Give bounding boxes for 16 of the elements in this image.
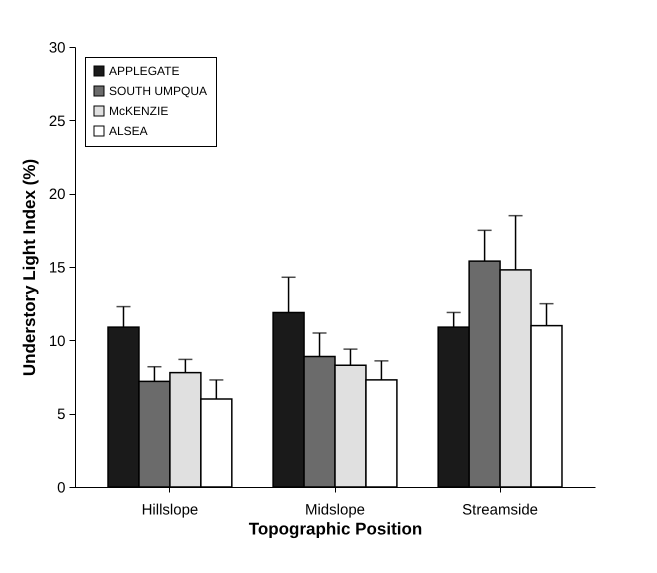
legend-label: ALSEA (109, 124, 148, 138)
x-tick-label: Midslope (304, 502, 366, 518)
legend-label: SOUTH UMPQUA (109, 84, 208, 98)
y-axis-title: Understory Light Index (%) (20, 158, 39, 376)
y-tick-label: 10 (48, 332, 66, 350)
y-tick-label: 15 (48, 260, 66, 276)
x-tick-label: Hillslope (142, 502, 198, 518)
x-axis-title: Topographic Position (248, 520, 422, 538)
y-tick-label: 30 (48, 40, 66, 56)
legend-label: APPLEGATE (109, 64, 180, 78)
y-tick-label: 5 (57, 406, 66, 424)
y-tick-label: 20 (48, 186, 66, 204)
legend-label: McKENZIE (109, 104, 168, 118)
y-tick-label: 25 (48, 112, 66, 130)
x-tick-label: Streamside (462, 502, 538, 518)
y-tick-label: 0 (57, 480, 66, 496)
